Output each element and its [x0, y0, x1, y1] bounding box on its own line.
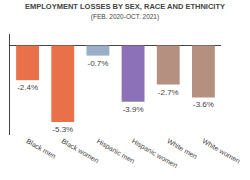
svg-text:-3.9%: -3.9% — [123, 105, 144, 114]
svg-text:-2.7%: -2.7% — [158, 88, 179, 97]
svg-text:EMPLOYMENT LOSSES BY SEX, RACE: EMPLOYMENT LOSSES BY SEX, RACE AND ETHNI… — [25, 2, 225, 21]
svg-text:Hispanic men: Hispanic men — [95, 137, 136, 165]
svg-text:Black women: Black women — [61, 137, 101, 164]
svg-text:White men: White men — [166, 137, 199, 160]
svg-text:-5.3%: -5.3% — [52, 125, 73, 134]
svg-text:Black men: Black men — [25, 137, 57, 159]
svg-text:-0.7%: -0.7% — [87, 59, 108, 68]
svg-text:-3.6%: -3.6% — [193, 100, 214, 109]
svg-text:White women: White women — [201, 137, 241, 164]
svg-text:Hispanic women: Hispanic women — [130, 137, 179, 170]
svg-text:-2.4%: -2.4% — [17, 83, 38, 92]
